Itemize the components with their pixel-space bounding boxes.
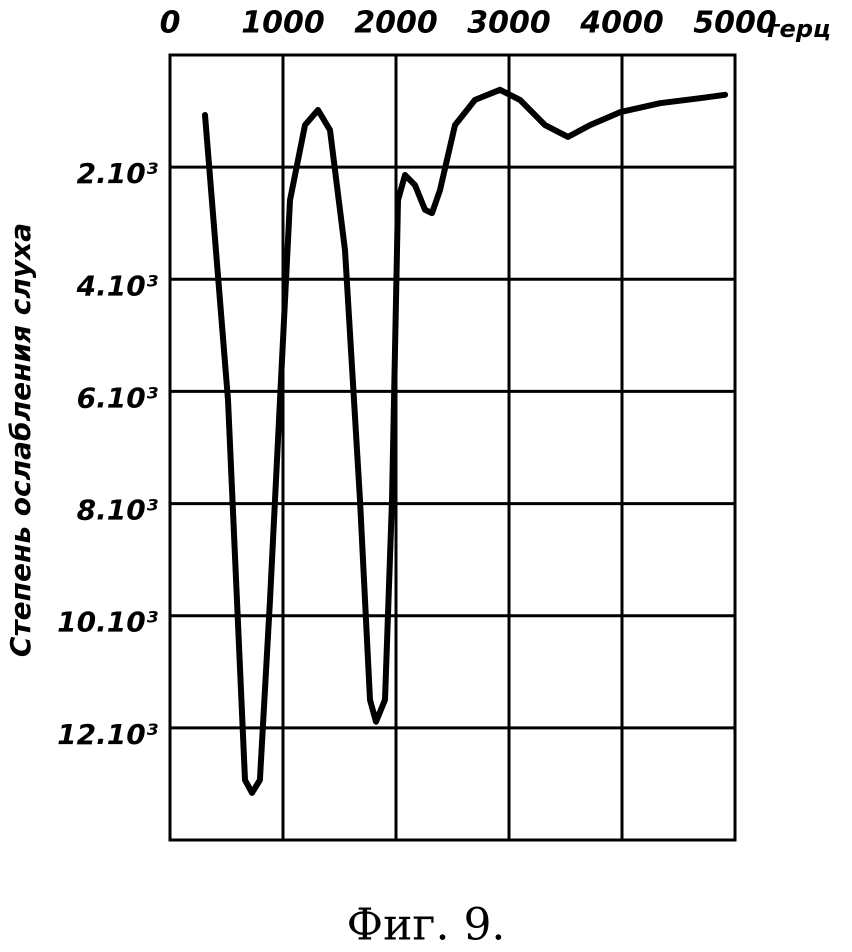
y-tick-label: 12.10³ <box>57 718 158 751</box>
y-tick-label: 6.10³ <box>77 381 158 414</box>
y-tick-label: 8.10³ <box>77 494 158 527</box>
data-line <box>202 86 729 796</box>
y-tick-label: 2.10³ <box>77 157 158 190</box>
x-tick-label: 4000 <box>579 6 664 41</box>
x-tick-label: 2000 <box>354 6 438 41</box>
y-tick-label: 10.10³ <box>57 606 158 639</box>
x-tick-label: 1000 <box>241 6 325 41</box>
y-axis-label: Степень ослабления слуха <box>4 223 37 657</box>
y-tick-label: 4.10³ <box>76 269 158 302</box>
plot-frame <box>168 53 737 842</box>
x-axis-label: герц <box>767 15 831 43</box>
caption: Фиг. 9. <box>347 900 506 951</box>
x-tick-label: 0 <box>160 6 181 41</box>
x-tick-label: 5000 <box>693 6 777 41</box>
x-tick-label: 3000 <box>467 6 551 41</box>
